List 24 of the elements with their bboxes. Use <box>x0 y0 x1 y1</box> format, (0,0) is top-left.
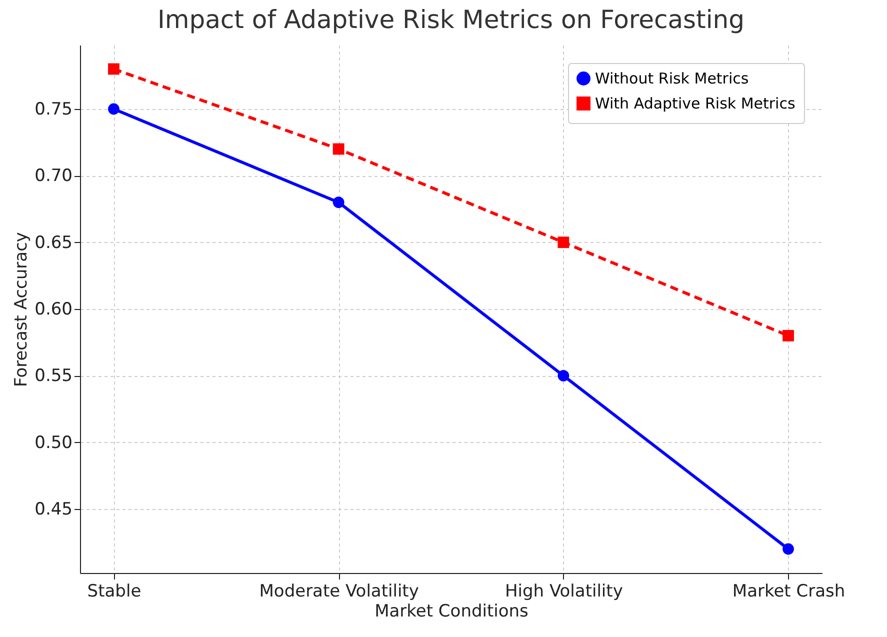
point <box>332 196 344 208</box>
x-tick-label: High Volatility <box>504 582 623 602</box>
x-tick-label: Market Crash <box>732 582 846 602</box>
x-axis-title: Market Conditions <box>374 602 529 622</box>
y-tick-label: 0.60 <box>34 300 72 320</box>
point <box>782 330 794 342</box>
point <box>782 543 794 555</box>
y-tick-label: 0.75 <box>34 100 72 120</box>
point <box>332 143 344 155</box>
x-tick-label: Stable <box>87 582 142 602</box>
x-tick-label: Moderate Volatility <box>259 582 419 602</box>
point <box>558 236 570 248</box>
y-tick-label: 0.45 <box>34 500 72 520</box>
y-axis-title: Forecast Accuracy <box>12 232 32 387</box>
point <box>108 63 120 75</box>
point <box>558 370 570 382</box>
chart-title: Impact of Adaptive Risk Metrics on Forecasting <box>157 5 745 34</box>
y-tick-label: 0.70 <box>34 166 72 186</box>
legend-label: Without Risk Metrics <box>595 70 749 88</box>
y-tick-label: 0.55 <box>34 366 72 386</box>
point <box>108 103 120 115</box>
y-tick-label: 0.50 <box>34 432 72 453</box>
y-tick-label: 0.65 <box>34 232 72 253</box>
legend-label: With Adaptive Risk Metrics <box>595 94 796 112</box>
